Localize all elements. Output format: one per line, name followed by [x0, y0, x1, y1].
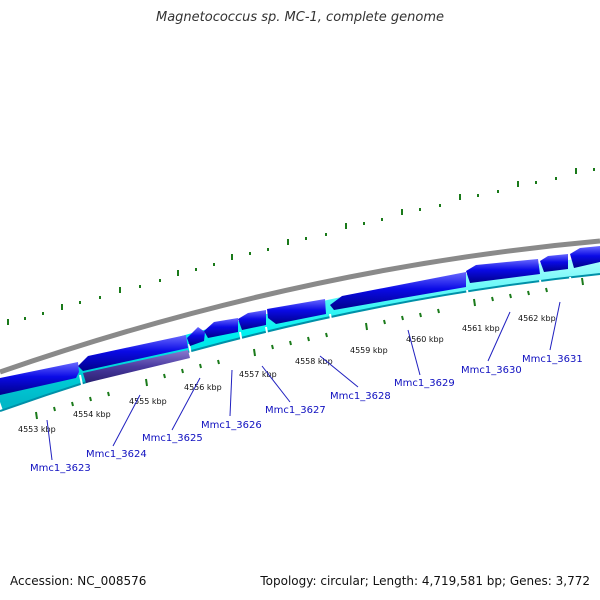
scale-label: 4561 kbp — [462, 324, 500, 333]
outer-tick-ring — [7, 168, 595, 325]
gene-arrow-mmc1-3629 — [330, 272, 466, 310]
scale-labels: 4553 kbp 4554 kbp 4555 kbp 4556 kbp 4557… — [18, 314, 556, 434]
gene-label-mmc1-3627: Mmc1_3627 — [265, 405, 326, 416]
scale-label: 4557 kbp — [239, 370, 277, 379]
gene-label-mmc1-3623: Mmc1_3623 — [30, 463, 91, 474]
gene-label-mmc1-3628: Mmc1_3628 — [330, 391, 391, 402]
gene-arrow-mmc1-3625 — [187, 327, 205, 346]
gene-arrow-edge — [570, 246, 600, 268]
scale-label: 4553 kbp — [18, 425, 56, 434]
scale-label: 4556 kbp — [184, 383, 222, 392]
scale-label: 4558 kbp — [295, 357, 333, 366]
accession-label: Accession: NC_008576 — [10, 574, 147, 588]
gene-labels: Mmc1_3623 Mmc1_3624 Mmc1_3625 Mmc1_3626 … — [30, 354, 583, 474]
gene-arrow-mmc1-3631 — [540, 254, 568, 272]
scale-label: 4555 kbp — [129, 397, 167, 406]
leader-lines — [46, 301, 561, 461]
gene-arrow-mmc1-3628 — [267, 299, 326, 324]
gene-arrow-mmc1-3627 — [238, 310, 266, 330]
genome-backbone — [0, 238, 600, 375]
gene-arrow-mmc1-3624 — [78, 335, 188, 371]
genome-summary: Topology: circular; Length: 4,719,581 bp… — [260, 574, 590, 588]
gene-label-mmc1-3624: Mmc1_3624 — [86, 449, 147, 460]
gene-arrow-mmc1-3624-dark — [83, 350, 190, 383]
cds-arrows — [0, 246, 600, 395]
gene-arrow-mmc1-3626 — [204, 318, 238, 338]
gene-label-mmc1-3631: Mmc1_3631 — [522, 354, 583, 365]
inner-tick-ring — [35, 277, 584, 420]
gene-arrow-mmc1-3630 — [466, 259, 540, 283]
gene-label-mmc1-3625: Mmc1_3625 — [142, 433, 203, 444]
gene-label-mmc1-3630: Mmc1_3630 — [461, 365, 522, 376]
scale-label: 4559 kbp — [350, 346, 388, 355]
gene-label-mmc1-3626: Mmc1_3626 — [201, 420, 262, 431]
gene-label-mmc1-3629: Mmc1_3629 — [394, 378, 455, 389]
scale-label: 4554 kbp — [73, 410, 111, 419]
scale-label: 4562 kbp — [518, 314, 556, 323]
gene-arrow-mmc1-3623 — [0, 362, 79, 395]
map-title: Magnetococcus sp. MC-1, complete genome — [155, 10, 445, 25]
scale-label: 4560 kbp — [406, 335, 444, 344]
